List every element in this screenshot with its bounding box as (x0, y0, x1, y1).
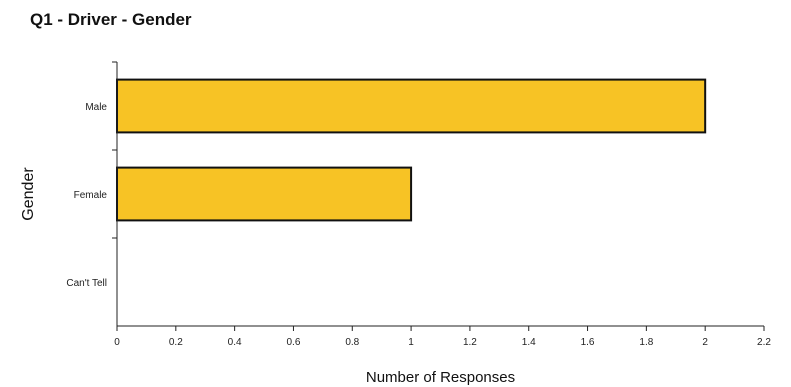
bar-male (116, 78, 707, 134)
x-tick-label: 1.4 (522, 337, 536, 348)
x-tick-label: 1.6 (581, 337, 595, 348)
bar-female (116, 166, 413, 222)
x-tick-label: 2.2 (757, 337, 771, 348)
y-category-label: Male (85, 102, 107, 113)
y-axis-label: Gender (20, 167, 37, 221)
x-tick-label: 1.2 (463, 337, 477, 348)
y-category-label: Can't Tell (66, 278, 107, 289)
bars-layer (116, 78, 707, 222)
y-category-label: Female (74, 190, 108, 201)
chart-title: Q1 - Driver - Gender (30, 10, 192, 29)
x-tick-label: 0 (114, 337, 120, 348)
axes-layer (116, 62, 764, 327)
x-tick-label: 0.2 (169, 337, 183, 348)
x-axis-label: Number of Responses (366, 369, 515, 386)
x-tick-label: 1.8 (639, 337, 653, 348)
x-tick-label: 0.8 (345, 337, 359, 348)
x-ticks: 0 0.2 0.4 0.6 0.8 1 1.2 1.4 1.6 1.8 2 2.2 (114, 326, 771, 348)
x-tick-label: 0.4 (228, 337, 242, 348)
x-tick-label: 2 (702, 337, 708, 348)
y-categories: Male Female Can't Tell (66, 61, 117, 289)
x-tick-label: 0.6 (287, 337, 301, 348)
x-tick-label: 1 (408, 337, 414, 348)
